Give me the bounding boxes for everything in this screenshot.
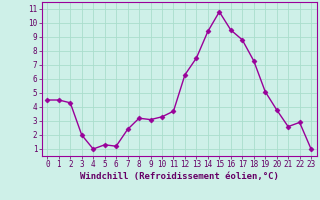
X-axis label: Windchill (Refroidissement éolien,°C): Windchill (Refroidissement éolien,°C) bbox=[80, 172, 279, 181]
